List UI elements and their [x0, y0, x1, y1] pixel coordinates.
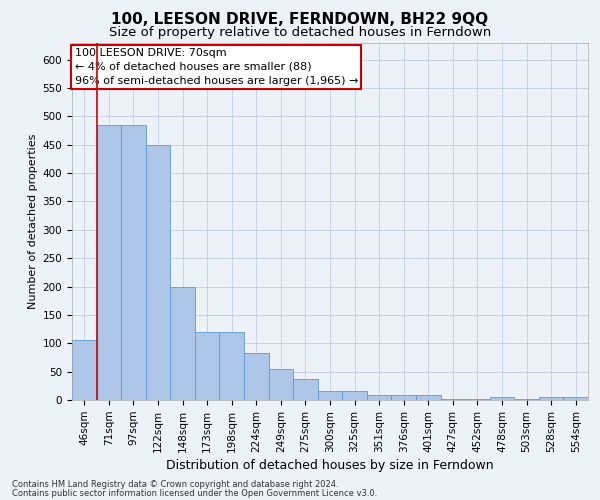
Bar: [416, 396, 440, 400]
Bar: [391, 396, 416, 400]
Bar: [465, 399, 490, 400]
Bar: [539, 397, 563, 400]
Text: 100 LEESON DRIVE: 70sqm
← 4% of detached houses are smaller (88)
96% of semi-det: 100 LEESON DRIVE: 70sqm ← 4% of detached…: [74, 48, 358, 86]
Bar: [293, 379, 318, 400]
Bar: [195, 332, 220, 400]
Bar: [318, 392, 342, 400]
Bar: [514, 399, 539, 400]
Bar: [269, 369, 293, 400]
Bar: [121, 125, 146, 400]
Text: 100, LEESON DRIVE, FERNDOWN, BH22 9QQ: 100, LEESON DRIVE, FERNDOWN, BH22 9QQ: [112, 12, 488, 28]
Bar: [170, 286, 195, 400]
Text: Contains public sector information licensed under the Open Government Licence v3: Contains public sector information licen…: [12, 488, 377, 498]
Y-axis label: Number of detached properties: Number of detached properties: [28, 134, 38, 309]
Bar: [440, 399, 465, 400]
Bar: [97, 125, 121, 400]
Bar: [367, 396, 391, 400]
Bar: [146, 144, 170, 400]
Bar: [220, 332, 244, 400]
Bar: [72, 340, 97, 400]
Bar: [342, 392, 367, 400]
Text: Size of property relative to detached houses in Ferndown: Size of property relative to detached ho…: [109, 26, 491, 39]
Bar: [563, 397, 588, 400]
X-axis label: Distribution of detached houses by size in Ferndown: Distribution of detached houses by size …: [166, 459, 494, 472]
Bar: [244, 354, 269, 400]
Text: Contains HM Land Registry data © Crown copyright and database right 2024.: Contains HM Land Registry data © Crown c…: [12, 480, 338, 489]
Bar: [490, 397, 514, 400]
